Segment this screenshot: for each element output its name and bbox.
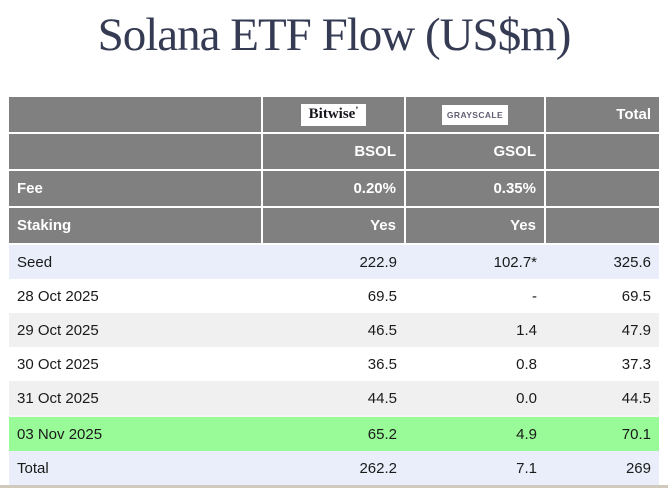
- grayscale-logo: GRAYSCALE: [441, 104, 509, 125]
- table-body: Seed 222.9 102.7* 325.6 28 Oct 2025 69.5-69.5…: [9, 244, 659, 486]
- total-value-cell: 325.6: [545, 244, 659, 280]
- table-row-29-oct-2025: 29 Oct 2025 46.5 1.4 47.9: [9, 313, 659, 348]
- bsol-staking-cell: Yes: [261, 207, 405, 246]
- ticker-row: BSOL GSOL: [9, 133, 659, 172]
- bsol-value-cell: 69.5: [262, 279, 405, 314]
- page-title: Solana ETF Flow (US$m): [97, 9, 572, 61]
- gsol-value-cell: 0.0: [405, 381, 545, 417]
- table-row-31-oct-2025: 31 Oct 2025 44.5 0.0 44.5: [9, 381, 659, 417]
- empty-header-cell: [544, 207, 659, 246]
- table-row-seed: Seed 222.9 102.7* 325.6: [9, 244, 659, 280]
- bitwise-logo: Bitwise: [300, 103, 367, 126]
- row-label-cell: Seed: [9, 244, 262, 280]
- table-row-total: Total 262.2 7.1 269: [9, 451, 659, 486]
- empty-header-cell: [9, 97, 262, 135]
- row-label-cell: Total: [9, 451, 262, 486]
- row-label-cell: 28 Oct 2025: [9, 279, 262, 314]
- row-label-cell: 03 Nov 2025: [9, 415, 262, 452]
- row-label-cell: 30 Oct 2025: [9, 347, 262, 382]
- staking-row-label: Staking: [9, 207, 262, 246]
- total-value-cell: 37.3: [545, 347, 659, 382]
- table-row-03-nov-2025: 03 Nov 2025 65.2 4.9 70.1: [9, 415, 659, 452]
- etf-flow-table: Bitwise GRAYSCALE Total BSOL GSOL Fee 0.…: [9, 97, 659, 486]
- fee-row-label: Fee: [9, 170, 262, 209]
- gsol-ticker: GSOL: [404, 133, 545, 172]
- gsol-value-cell: 4.9: [405, 415, 545, 452]
- bsol-ticker: BSOL: [261, 133, 405, 172]
- gsol-value-cell: -: [405, 279, 545, 314]
- empty-header-cell: [9, 133, 262, 172]
- staking-row: Staking Yes Yes: [9, 207, 659, 246]
- table-wrapper: Bitwise GRAYSCALE Total BSOL GSOL Fee 0.…: [0, 97, 668, 489]
- bsol-value-cell: 36.5: [262, 347, 405, 382]
- total-column-header: Total: [544, 97, 659, 135]
- total-value-cell: 69.5: [545, 279, 659, 314]
- total-value-cell: 47.9: [545, 313, 659, 348]
- total-value-cell: 70.1: [545, 415, 659, 452]
- bsol-fee-cell: 0.20%: [261, 170, 405, 209]
- bsol-value-cell: 222.9: [262, 244, 405, 280]
- empty-header-cell: [544, 133, 659, 172]
- gsol-value-cell: 7.1: [405, 451, 545, 486]
- bsol-value-cell: 65.2: [262, 415, 405, 452]
- gsol-value-cell: 1.4: [405, 313, 545, 348]
- issuer-logo-row: Bitwise GRAYSCALE Total: [9, 97, 659, 135]
- bsol-value-cell: 46.5: [262, 313, 405, 348]
- row-label-cell: 29 Oct 2025: [9, 313, 262, 348]
- table-header: Bitwise GRAYSCALE Total BSOL GSOL Fee 0.…: [9, 97, 659, 246]
- gsol-fee-cell: 0.35%: [404, 170, 545, 209]
- total-value-cell: 44.5: [545, 381, 659, 417]
- fee-row: Fee 0.20% 0.35%: [9, 170, 659, 209]
- bsol-value-cell: 262.2: [262, 451, 405, 486]
- row-label-cell: 31 Oct 2025: [9, 381, 262, 417]
- grayscale-logo-cell: GRAYSCALE: [404, 97, 545, 135]
- bsol-value-cell: 44.5: [262, 381, 405, 417]
- empty-header-cell: [544, 170, 659, 209]
- gsol-value-cell: 102.7*: [405, 244, 545, 280]
- bitwise-logo-cell: Bitwise: [261, 97, 405, 135]
- table-row-28-oct-2025: 28 Oct 2025 69.5-69.5: [9, 279, 659, 314]
- gsol-staking-cell: Yes: [404, 207, 545, 246]
- total-value-cell: 269: [545, 451, 659, 486]
- gsol-value-cell: 0.8: [405, 347, 545, 382]
- table-row-30-oct-2025: 30 Oct 2025 36.5 0.8 37.3: [9, 347, 659, 382]
